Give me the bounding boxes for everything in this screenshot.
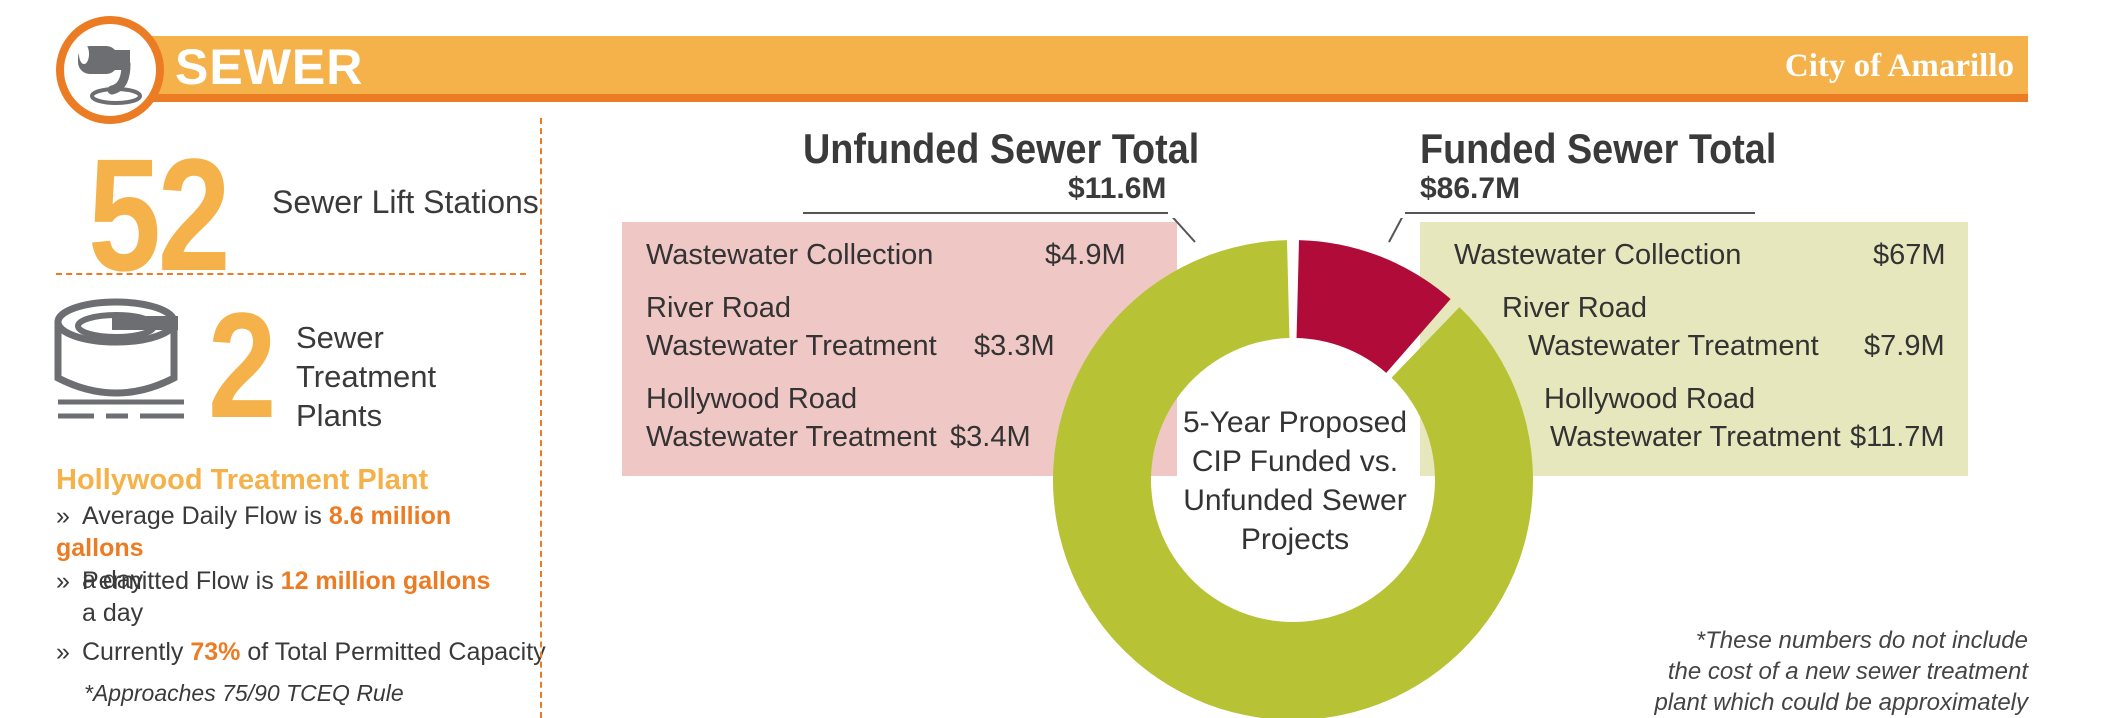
funded-title: Funded Sewer Total [1420,125,1777,172]
hollywood-bullet: » Average Daily Flow is 8.6 million gallo… [56,500,536,596]
funded-total: $86.7M [1420,172,1521,205]
bullet-text-tail: of Total Permitted Capacity [240,638,546,666]
funded-row-value: $11.7M [1850,421,1945,453]
center-label-line: Unfunded Sewer [1183,484,1407,517]
row-name-line1: Wastewater Collection [1454,239,1742,271]
bullet-text: Average Daily Flow is [82,502,329,530]
treatment-tank-icon [54,290,189,425]
unfunded-row-name: Hollywood Road Wastewater Treatment [646,380,937,456]
treatment-plants-label-line2: Plants [296,398,383,433]
cost-footnote: *These numbers do not include the cost o… [1600,625,2028,718]
bullet-continuation: a day [82,599,144,627]
center-label-line: 5-Year Proposed [1182,406,1408,439]
header-bar [120,36,2028,102]
hollywood-bullet: » Currently 73% of Total Permitted Capaci… [56,636,556,668]
treatment-plants-label: Sewer Treatment Plants [296,318,526,435]
bullet-marker-icon: » [56,502,70,530]
funded-slice [1052,240,1533,718]
row-name-line1: Hollywood Road [1544,383,1756,415]
bullet-continuation: a day [82,566,144,594]
treatment-plants-count: 2 [208,281,277,449]
donut-center-label: 5-Year Proposed CIP Funded vs. Unfunded … [1150,403,1440,559]
row-name-line2: Wastewater Treatment [646,330,937,362]
hollywood-heading: Hollywood Treatment Plant [56,464,429,496]
unfunded-leader-line [803,212,1168,214]
section-divider [56,273,526,275]
lift-stations-label: Sewer Lift Stations [272,184,539,220]
unfunded-row-name: Wastewater Collection [646,236,933,274]
bullet-highlight: 12 million gallons [280,567,491,595]
unfunded-slice [1296,240,1451,373]
unfunded-row-name: River Road Wastewater Treatment [646,289,937,365]
page-title: SEWER [175,39,364,95]
treatment-plants-label-line1: Sewer Treatment [296,320,437,394]
unfunded-total: $11.6M [1068,172,1167,205]
funded-row-name: Hollywood Road Wastewater Treatment [1544,380,1841,456]
center-label-line: Projects [1240,523,1350,556]
unfunded-row-value: $4.9M [1045,239,1126,271]
bullet-text: Currently [82,638,191,666]
center-label-line: CIP Funded vs. [1191,445,1399,478]
row-name-line1: Hollywood Road [646,383,858,415]
city-name: City of Amarillo [1784,48,2014,84]
tceq-note: *Approaches 75/90 TCEQ Rule [84,680,404,706]
row-name-line2: Wastewater Treatment [646,421,937,453]
column-divider [540,118,542,718]
row-name-line1: River Road [1502,292,1648,324]
unfunded-title: Unfunded Sewer Total [803,125,1200,172]
funded-row-name: Wastewater Collection [1454,236,1741,274]
row-name-line1: Wastewater Collection [646,239,934,271]
sewer-pipe-icon [56,16,164,124]
row-name-line1: River Road [646,292,792,324]
funded-row-value: $67M [1873,239,1946,271]
funded-leader-line [1405,212,1755,214]
footnote-line: the cost of a new sewer treatment [1667,658,2028,685]
hollywood-bullet: » Permitted Flow is 12 million gallons a … [56,565,536,629]
footnote-line: *These numbers do not include [1695,627,2028,654]
footnote-line: plant which could be approximately [1654,689,2028,716]
bullet-highlight: 73% [190,638,241,666]
lift-stations-count: 52 [88,125,231,304]
bullet-text: Permitted Flow is [82,567,281,595]
bullet-marker-icon: » [56,638,70,666]
funded-row-value: $7.9M [1864,330,1945,362]
funded-leader-connector [1388,218,1403,243]
unfunded-row-value: $3.4M [950,421,1031,453]
row-name-line2: Wastewater Treatment [1550,421,1841,453]
funded-row-name: River Road Wastewater Treatment [1502,289,1819,365]
unfunded-row-value: $3.3M [974,330,1055,362]
unfunded-leader-connector [1172,218,1196,243]
row-name-line2: Wastewater Treatment [1528,330,1819,362]
funded-vs-unfunded-donut-chart [1052,218,1533,718]
bullet-highlight: 8.6 million gallons [56,502,452,562]
bullet-marker-icon: » [56,567,70,595]
